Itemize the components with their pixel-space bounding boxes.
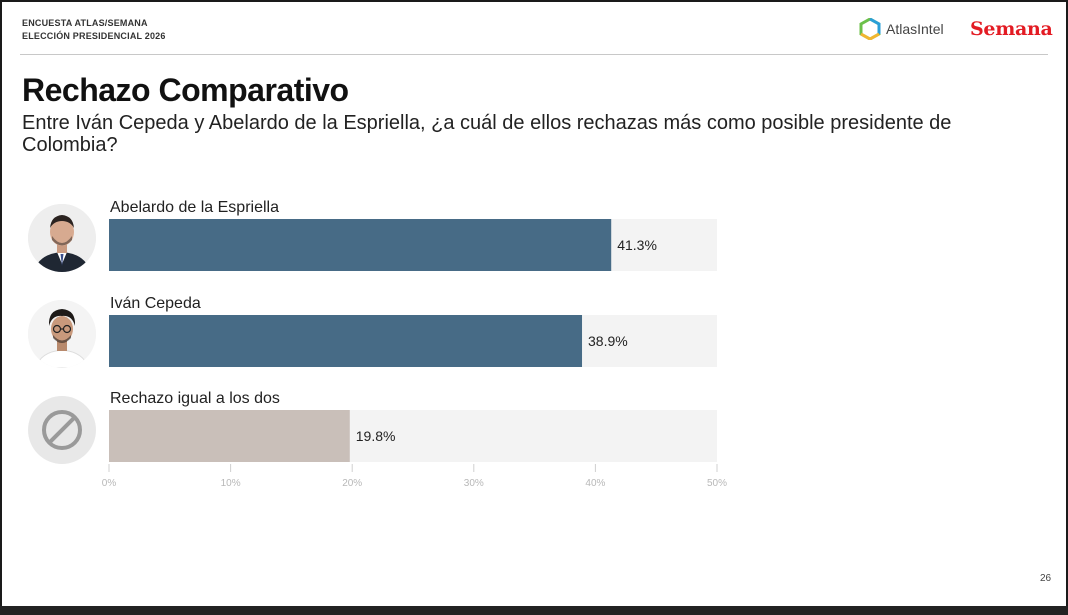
survey-header-line1: ENCUESTA ATLAS/SEMANA: [22, 18, 148, 28]
x-tick-label: 0%: [102, 478, 117, 489]
survey-header-line2: ELECCIÓN PRESIDENCIAL 2026: [22, 31, 166, 41]
avatar-ivan: [28, 300, 96, 368]
category-label: Rechazo igual a los dos: [110, 390, 280, 407]
value-label: 41.3%: [617, 237, 657, 253]
x-tick-label: 50%: [707, 478, 727, 489]
header-divider: [20, 54, 1048, 55]
bar: [109, 219, 612, 271]
page-number: 26: [1040, 573, 1052, 584]
x-tick-label: 40%: [585, 478, 605, 489]
value-label: 19.8%: [356, 428, 396, 444]
person-photo-icon: [28, 300, 96, 368]
avatar-rechazo: [28, 396, 96, 464]
bar: [109, 410, 350, 462]
slide: ENCUESTA ATLAS/SEMANA ELECCIÓN PRESIDENC…: [2, 2, 1066, 606]
page-title: Rechazo Comparativo: [22, 72, 349, 108]
semana-logo: Semana: [970, 18, 1053, 40]
prohibited-icon: [28, 396, 96, 464]
person-photo-icon: [28, 204, 96, 272]
atlasintel-text: AtlasIntel: [886, 21, 944, 37]
survey-header: ENCUESTA ATLAS/SEMANA ELECCIÓN PRESIDENC…: [22, 17, 166, 43]
atlasintel-logo: AtlasIntel: [859, 18, 944, 40]
category-label: Abelardo de la Espriella: [110, 199, 279, 216]
category-label: Iván Cepeda: [110, 295, 201, 312]
value-label: 38.9%: [588, 333, 628, 349]
bottom-strip: [0, 606, 1068, 615]
bar-chart: Abelardo de la Espriella 41.3% Iván Cepeda…: [102, 199, 727, 489]
bar: [109, 315, 583, 367]
x-tick-label: 30%: [464, 478, 484, 489]
x-tick-label: 10%: [221, 478, 241, 489]
x-tick-label: 20%: [342, 478, 362, 489]
atlasintel-logo-icon: [859, 18, 881, 40]
page-subtitle: Entre Iván Cepeda y Abelardo de la Espri…: [22, 112, 952, 156]
avatar-abelardo: [28, 204, 96, 272]
